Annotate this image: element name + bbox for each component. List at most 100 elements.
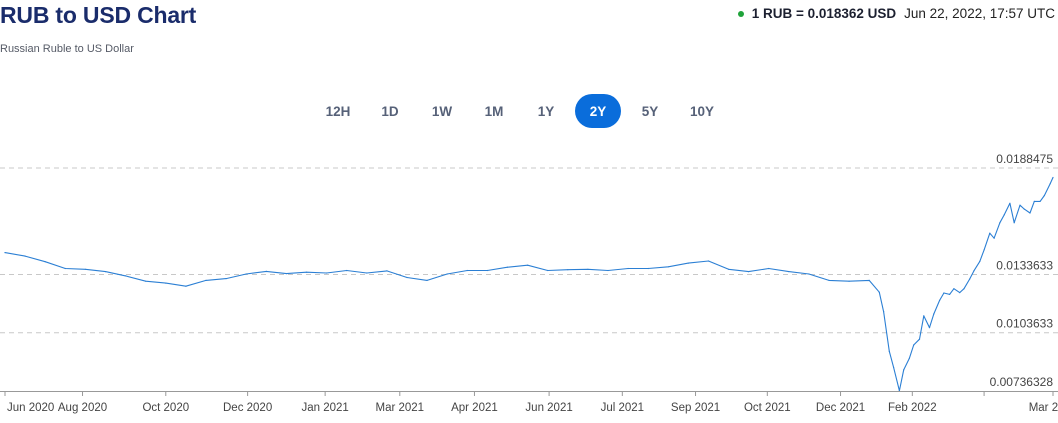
tab-1y[interactable]: 1Y [537,103,555,119]
tab-1m[interactable]: 1M [484,103,504,119]
page-subtitle: Russian Ruble to US Dollar [0,43,134,55]
tab-5y[interactable]: 5Y [641,103,659,119]
x-tick-label: Dec 2021 [816,402,865,414]
data-point [989,232,991,234]
data-point [768,267,770,270]
tab-1d[interactable]: 1D [381,103,399,119]
x-tick-label: Aug 2020 [58,402,107,414]
data-point [828,279,830,281]
data-point [687,262,690,264]
x-tick-label: Mar 2021 [375,402,424,414]
x-tick-label: Feb 2022 [888,402,937,414]
tab-2y[interactable]: 2Y [575,94,621,128]
data-point [1033,200,1035,202]
y-tick-label: 0.0188475 [996,152,1053,166]
data-point [547,269,549,272]
data-point [647,267,649,270]
data-point [923,315,925,317]
data-point [969,278,971,280]
data-point [918,338,921,340]
data-point [145,280,147,282]
data-point [225,278,227,280]
data-point [939,299,941,301]
x-tick-label: Oct 2021 [744,402,791,414]
data-point [185,285,187,287]
data-point [748,271,750,273]
data-point [285,273,287,275]
data-point [506,266,509,268]
x-tick-label: Sep 2021 [671,402,720,414]
chart-area[interactable]: 0.0188475 0.0133633 0.0103633 0.00736328 Jun… [0,140,1058,423]
y-tick-label: 0.0103633 [996,317,1053,331]
data-point [406,276,408,279]
series-line [4,177,1054,392]
rate-value: 1 RUB = 0.018362 USD [751,6,897,21]
data-point [1049,183,1051,185]
data-point [4,252,6,254]
y-tick-label: 0.0133633 [996,258,1053,272]
x-tick-label: Oct 2020 [142,402,189,414]
data-point [898,390,901,392]
data-point [466,269,468,272]
data-point [913,344,915,346]
tab-12h[interactable]: 12H [325,103,351,119]
data-point [567,269,569,271]
data-point [627,267,629,270]
data-point [1029,212,1031,214]
data-point [527,264,529,266]
data-point [205,279,207,281]
data-point [44,261,46,263]
data-point [963,288,965,290]
current-rate: 1 RUB = 0.018362 USD Jun 22, 2022, 17:57… [737,6,1055,21]
data-point [1039,200,1041,202]
data-point [305,271,308,273]
data-point [1003,214,1005,216]
x-tick-label: Jul 2021 [601,402,644,414]
data-point [788,271,790,273]
data-point [893,366,895,368]
page-title: RUB to USD Chart [0,2,197,28]
data-point [165,282,167,284]
data-point [446,273,448,275]
rate-chart[interactable]: 0.0188475 0.0133633 0.0103633 0.00736328 Jun… [0,140,1058,423]
data-point [245,273,247,275]
data-point [999,222,1001,224]
data-point [64,267,66,270]
data-point [959,292,961,294]
data-point [908,357,911,359]
data-point [386,270,388,272]
data-point [928,327,931,329]
data-point [24,255,26,257]
data-point [728,268,730,270]
data-point [1013,222,1015,224]
rate-timestamp: Jun 22, 2022, 17:57 UTC [904,6,1055,21]
data-point [486,269,488,272]
x-tick-label: Jun 2021 [525,402,572,414]
data-point [426,279,428,281]
data-point [953,288,955,290]
data-point [903,369,905,371]
data-point [848,280,850,282]
data-point [993,237,995,239]
data-point [607,269,609,272]
data-point [983,249,985,251]
x-tick-label: Dec 2020 [223,402,272,414]
data-point [707,260,710,262]
data-point [933,313,935,315]
data-point [366,272,368,274]
data-point [883,311,885,313]
data-point [84,268,86,270]
data-point [667,266,669,268]
data-point [888,350,890,352]
x-tick-label: Jan 2021 [301,402,348,414]
tab-1w[interactable]: 1W [431,103,453,119]
data-point [1009,202,1011,204]
data-point [1043,194,1045,197]
live-status-dot [737,10,744,17]
data-point [949,293,951,295]
data-point [1019,204,1021,206]
data-point [808,273,810,275]
data-point [326,272,328,274]
tab-10y[interactable]: 10Y [689,103,715,119]
data-point [943,292,945,294]
